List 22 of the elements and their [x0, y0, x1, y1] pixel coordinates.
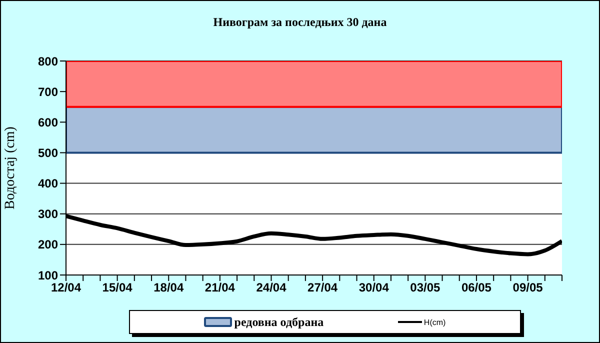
x-tick-label: 18/04	[154, 280, 184, 295]
y-tick-label: 700	[38, 84, 58, 99]
x-tick-label: 09/05	[512, 280, 544, 295]
y-tick-label: 500	[38, 146, 58, 160]
x-tick-label: 06/05	[461, 280, 492, 295]
legend-label: редовна одбрана	[234, 314, 324, 330]
y-tick-label: 600	[38, 115, 58, 130]
y-tick-label: 400	[38, 176, 58, 191]
y-tick-label: 200	[38, 238, 58, 252]
x-tick-label: 27/04	[308, 280, 338, 295]
chart-title: Нивограм за последњих 30 дана	[212, 15, 388, 30]
y-tick-label: 300	[38, 207, 58, 222]
x-tick-label: 24/04	[256, 280, 287, 295]
y-tick-label: 800	[38, 54, 58, 68]
y-tick-label: 100	[38, 268, 58, 282]
x-tick-label: 30/04	[358, 280, 390, 295]
y-axis-title: Водостај (cm)	[2, 126, 18, 210]
legend-label: H(cm)	[424, 318, 446, 326]
x-tick-label: 12/04	[50, 280, 82, 295]
x-tick-label: 03/05	[410, 280, 441, 295]
x-tick-label: 15/04	[102, 280, 133, 295]
x-tick-label: 21/04	[204, 280, 236, 295]
